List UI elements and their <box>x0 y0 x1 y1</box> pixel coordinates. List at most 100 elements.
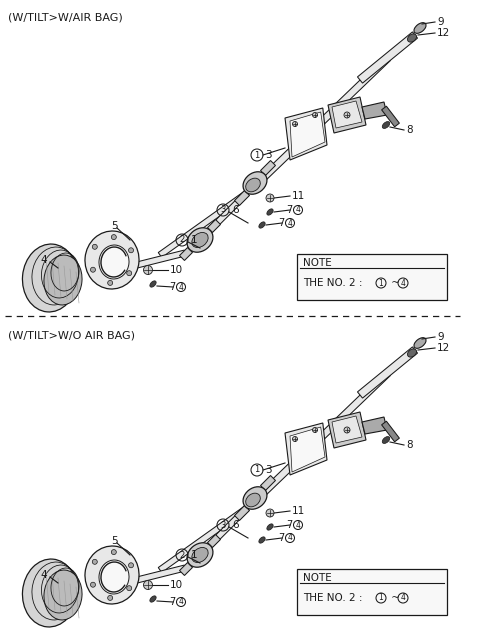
Ellipse shape <box>44 570 82 620</box>
Text: 12: 12 <box>437 343 450 353</box>
Circle shape <box>108 595 113 601</box>
Text: 11: 11 <box>292 191 305 201</box>
Circle shape <box>344 112 350 118</box>
Ellipse shape <box>259 222 265 228</box>
Text: 3: 3 <box>220 206 226 215</box>
Text: 1: 1 <box>379 278 384 287</box>
Text: 1: 1 <box>191 550 198 560</box>
Circle shape <box>266 509 274 517</box>
Ellipse shape <box>187 228 213 252</box>
Ellipse shape <box>408 349 417 357</box>
Ellipse shape <box>23 244 78 312</box>
Circle shape <box>292 437 298 442</box>
Text: 10: 10 <box>170 265 183 275</box>
Text: 2: 2 <box>180 550 185 559</box>
Ellipse shape <box>246 493 260 507</box>
Circle shape <box>90 267 96 272</box>
Circle shape <box>92 244 97 249</box>
Circle shape <box>344 427 350 433</box>
Circle shape <box>129 248 133 253</box>
Ellipse shape <box>44 255 82 305</box>
Circle shape <box>266 194 274 202</box>
Ellipse shape <box>267 524 273 530</box>
Ellipse shape <box>267 209 273 215</box>
Polygon shape <box>207 534 220 547</box>
Ellipse shape <box>150 281 156 287</box>
Ellipse shape <box>99 560 129 594</box>
Text: 2: 2 <box>180 235 185 244</box>
Text: 3: 3 <box>265 465 272 475</box>
Ellipse shape <box>414 338 426 349</box>
Text: 4: 4 <box>288 534 292 543</box>
Text: THE NO. 2 :: THE NO. 2 : <box>303 278 366 288</box>
Polygon shape <box>208 506 249 547</box>
Text: 3: 3 <box>220 520 226 529</box>
Polygon shape <box>235 505 250 520</box>
Text: 6: 6 <box>232 520 239 530</box>
Polygon shape <box>158 190 249 257</box>
FancyBboxPatch shape <box>297 569 447 615</box>
Polygon shape <box>358 347 418 398</box>
Text: 5: 5 <box>112 221 118 231</box>
Text: 1: 1 <box>191 235 198 245</box>
Ellipse shape <box>85 546 139 604</box>
Circle shape <box>108 280 113 285</box>
Polygon shape <box>255 55 390 186</box>
Text: NOTE: NOTE <box>303 258 332 268</box>
Ellipse shape <box>246 178 260 192</box>
Polygon shape <box>328 412 366 448</box>
Polygon shape <box>207 219 220 233</box>
Polygon shape <box>158 505 249 572</box>
Polygon shape <box>124 250 186 271</box>
Circle shape <box>92 559 97 565</box>
Text: ~: ~ <box>388 593 403 603</box>
Polygon shape <box>180 248 192 260</box>
Ellipse shape <box>382 122 390 129</box>
Text: 5: 5 <box>112 536 118 546</box>
Circle shape <box>312 428 317 433</box>
Polygon shape <box>362 102 387 119</box>
Text: 10: 10 <box>170 580 183 590</box>
Text: 7: 7 <box>278 218 284 228</box>
Text: 9: 9 <box>437 332 444 342</box>
Ellipse shape <box>243 487 267 509</box>
Text: 4: 4 <box>41 570 48 580</box>
Polygon shape <box>261 476 276 491</box>
Polygon shape <box>290 112 325 157</box>
Ellipse shape <box>259 537 265 543</box>
Polygon shape <box>362 417 387 434</box>
Circle shape <box>144 581 153 590</box>
Ellipse shape <box>414 23 426 33</box>
Polygon shape <box>290 427 325 472</box>
Polygon shape <box>285 108 327 160</box>
Text: 7: 7 <box>169 597 175 607</box>
Ellipse shape <box>382 437 390 444</box>
Polygon shape <box>235 190 250 206</box>
Text: (W/TILT>W/O AIR BAG): (W/TILT>W/O AIR BAG) <box>8 330 135 340</box>
Polygon shape <box>208 191 249 232</box>
Polygon shape <box>285 423 327 475</box>
Polygon shape <box>180 563 192 575</box>
FancyBboxPatch shape <box>297 254 447 300</box>
Polygon shape <box>255 370 390 500</box>
Ellipse shape <box>23 559 78 627</box>
Text: 9: 9 <box>437 17 444 27</box>
Text: 4: 4 <box>296 520 300 529</box>
Ellipse shape <box>150 596 156 602</box>
Polygon shape <box>124 565 186 586</box>
Text: 1: 1 <box>254 466 260 475</box>
Text: 7: 7 <box>286 205 292 215</box>
Ellipse shape <box>408 34 417 42</box>
Text: 4: 4 <box>401 278 406 287</box>
Circle shape <box>292 122 298 127</box>
Circle shape <box>111 550 116 555</box>
Text: 8: 8 <box>406 440 413 450</box>
Circle shape <box>127 271 132 276</box>
Polygon shape <box>382 106 399 127</box>
Text: 8: 8 <box>406 125 413 135</box>
Ellipse shape <box>99 245 129 279</box>
Text: 11: 11 <box>292 506 305 516</box>
Text: 3: 3 <box>265 150 272 160</box>
Text: 12: 12 <box>437 28 450 38</box>
Text: 4: 4 <box>296 206 300 215</box>
